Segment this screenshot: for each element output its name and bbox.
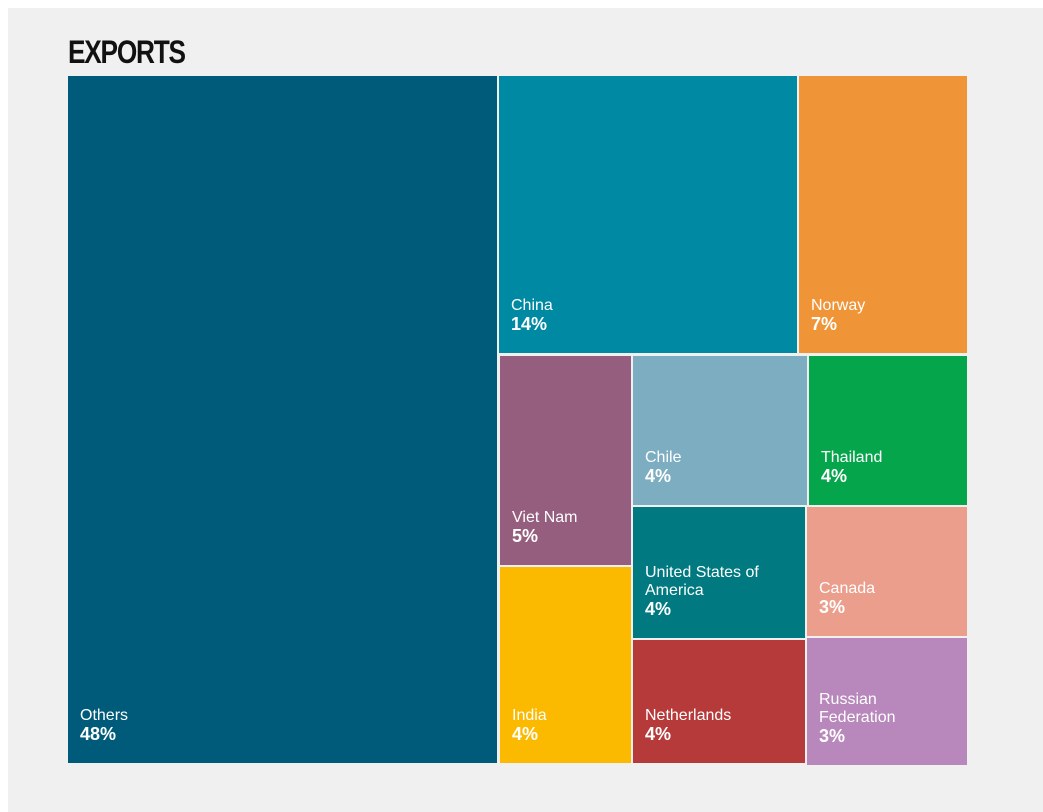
tile-label: United States of America 4%	[645, 564, 760, 618]
value-label: 4%	[512, 724, 539, 744]
tile-label: Viet Nam 5%	[512, 509, 578, 545]
category-label: Others	[80, 707, 129, 724]
category-label: Viet Nam	[512, 509, 578, 526]
tile-label: China 14%	[511, 297, 553, 333]
chart-title: EXPORTS	[68, 34, 186, 70]
tile-label: Netherlands 4%	[645, 707, 731, 743]
category-label: Thailand	[821, 449, 883, 466]
tile: Russian Federation 3%	[807, 638, 967, 765]
category-label: Norway	[811, 297, 866, 314]
category-label: Netherlands	[645, 707, 732, 724]
value-label: 3%	[819, 726, 846, 746]
tile-label: India 4%	[512, 707, 547, 743]
tile: Canada 3%	[807, 507, 967, 636]
value-label: 3%	[819, 597, 846, 617]
tile: India 4%	[500, 567, 631, 763]
tile-label: Others 48%	[80, 707, 128, 743]
category-label: China	[511, 297, 553, 314]
tile-label: Norway 7%	[811, 297, 865, 333]
value-label: 4%	[821, 466, 848, 486]
tile: Thailand 4%	[809, 356, 967, 505]
category-label: Russian Federation	[819, 691, 896, 726]
tile: Chile 4%	[633, 356, 807, 505]
category-label: India	[512, 707, 547, 724]
tile: Viet Nam 5%	[500, 356, 631, 565]
value-label: 7%	[811, 314, 838, 334]
tile: Others 48%	[68, 76, 497, 763]
tile-label: Russian Federation 3%	[819, 691, 934, 745]
value-label: 4%	[645, 466, 672, 486]
value-label: 4%	[645, 599, 672, 619]
value-label: 4%	[645, 724, 672, 744]
tile: United States of America 4%	[633, 507, 805, 638]
tile: Netherlands 4%	[633, 640, 805, 763]
tile: China 14%	[499, 76, 797, 353]
tile-label: Canada 3%	[819, 580, 875, 616]
value-label: 5%	[512, 526, 539, 546]
tile: Norway 7%	[799, 76, 967, 353]
tile-label: Thailand 4%	[821, 449, 882, 485]
value-label: 14%	[511, 314, 548, 334]
category-label: Chile	[645, 449, 682, 466]
category-label: Canada	[819, 580, 876, 597]
category-label: United States of America	[645, 564, 759, 599]
panel: EXPORTS Others 48% China 14% Norway 7% Viet Na…	[8, 8, 1043, 812]
tile-label: Chile 4%	[645, 449, 681, 485]
value-label: 48%	[80, 724, 117, 744]
